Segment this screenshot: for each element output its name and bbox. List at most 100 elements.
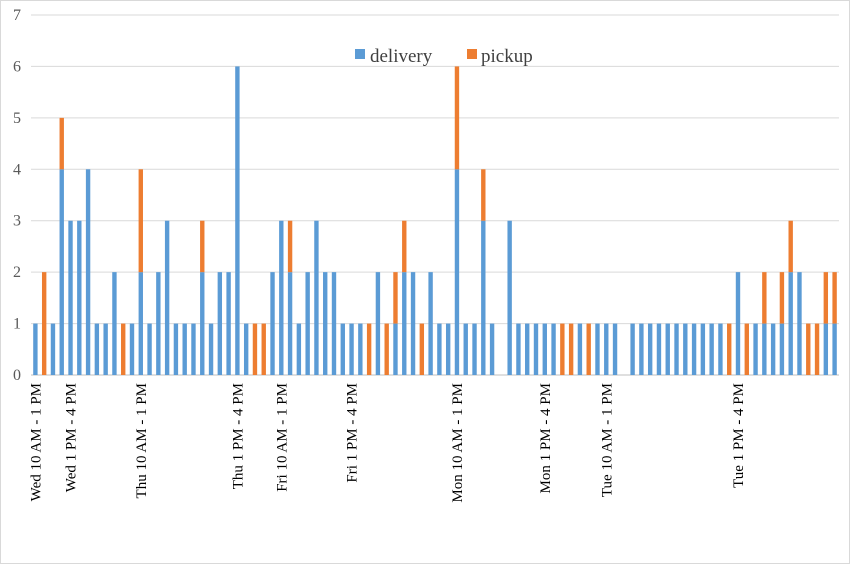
bar-delivery-66	[612, 323, 618, 375]
y-tick-label: 1	[13, 316, 21, 333]
x-tick-label: Tue 10 AM - 1 PM	[599, 383, 615, 497]
bar-pickup-83	[762, 272, 767, 324]
bar-delivery-2	[50, 323, 56, 375]
gridlines	[31, 14, 839, 376]
x-tick-label: Mon 10 AM - 1 PM	[450, 383, 466, 503]
bar-delivery-51	[481, 220, 486, 375]
bar-delivery-83	[762, 323, 767, 375]
bar-delivery-18	[191, 323, 196, 375]
bar-pickup-38	[366, 323, 372, 375]
bar-delivery-33	[323, 272, 328, 375]
x-tick-label: Thu 10 AM - 1 PM	[134, 383, 150, 498]
bar-delivery-65	[604, 323, 609, 375]
legend-label-pickup: pickup	[481, 46, 533, 67]
bar-delivery-23	[235, 66, 240, 376]
bar-delivery-7	[94, 323, 100, 375]
bar-delivery-21	[217, 272, 223, 375]
x-tick-label: Mon 1 PM - 4 PM	[538, 383, 554, 493]
bar-delivery-80	[735, 272, 741, 375]
bar-delivery-50	[472, 323, 477, 375]
bar-delivery-85	[779, 323, 785, 375]
bar-pickup-25	[252, 323, 258, 375]
x-axis: Wed 10 AM - 1 PM Wed 1 PM - 4 PM Thu 10 AM…	[28, 383, 747, 503]
legend-swatch-delivery	[355, 49, 365, 59]
bar-delivery-6	[85, 169, 91, 375]
bar-pickup-79	[727, 323, 732, 375]
bar-pickup-1	[41, 272, 47, 375]
bar-delivery-12	[138, 272, 143, 375]
bar-delivery-59	[551, 323, 556, 375]
bar-delivery-90	[823, 323, 829, 375]
bar-delivery-14	[156, 272, 161, 375]
bar-pickup-48	[454, 66, 460, 170]
bar-delivery-91	[832, 323, 837, 375]
bar-delivery-16	[173, 323, 179, 375]
bar-delivery-70	[647, 323, 653, 375]
bar-delivery-73	[674, 323, 679, 375]
bar-delivery-71	[656, 323, 662, 375]
bar-delivery-82	[753, 323, 758, 375]
bar-delivery-49	[463, 323, 468, 375]
bar-pickup-88	[806, 323, 811, 375]
y-tick-label: 4	[13, 161, 21, 178]
y-axis: 0 1 2 3 4 5 6 7	[13, 7, 21, 384]
bar-delivery-9	[112, 272, 117, 375]
bar-pickup-60	[560, 323, 565, 375]
bar-delivery-20	[208, 323, 214, 375]
y-tick-label: 6	[13, 58, 21, 75]
y-tick-label: 0	[13, 367, 21, 384]
y-tick-label: 3	[13, 213, 21, 230]
x-tick-label: Wed 10 AM - 1 PM	[28, 383, 44, 501]
bar-delivery-48	[454, 169, 460, 375]
bar-delivery-57	[533, 323, 539, 375]
legend-swatch-pickup	[467, 49, 477, 59]
x-tick-label: Thu 1 PM - 4 PM	[230, 383, 246, 489]
x-tick-label: Fri 1 PM - 4 PM	[345, 383, 361, 483]
bar-pickup-29	[287, 220, 293, 273]
bar-delivery-72	[665, 323, 670, 375]
x-tick-label: Fri 10 AM - 1 PM	[274, 383, 290, 492]
bar-delivery-3	[59, 169, 64, 375]
bar-delivery-8	[103, 323, 108, 375]
bar-delivery-17	[182, 323, 187, 375]
bar-pickup-26	[261, 323, 266, 375]
bar-delivery-86	[788, 272, 793, 375]
x-tick-label: Wed 1 PM - 4 PM	[64, 383, 80, 492]
y-tick-label: 5	[13, 110, 21, 127]
bar-delivery-31	[305, 272, 310, 375]
bar-pickup-85	[779, 272, 785, 324]
x-tick-label: Tue 1 PM - 4 PM	[731, 383, 747, 488]
bar-delivery-4	[68, 220, 73, 375]
bar-pickup-44	[419, 323, 425, 375]
bar-pickup-10	[121, 323, 126, 375]
bar-pickup-42	[402, 220, 407, 273]
bar-delivery-87	[797, 272, 802, 375]
bar-delivery-29	[287, 272, 293, 375]
bar-pickup-91	[832, 272, 837, 324]
bar-delivery-11	[129, 323, 135, 375]
bar-pickup-51	[481, 169, 486, 221]
bar-pickup-86	[788, 220, 793, 273]
bar-delivery-27	[270, 272, 275, 375]
bar-delivery-52	[489, 323, 495, 375]
bar-delivery-76	[700, 323, 706, 375]
bar-delivery-35	[340, 323, 345, 375]
bar-pickup-89	[814, 323, 820, 375]
bar-delivery-41	[393, 323, 398, 375]
y-tick-label: 2	[13, 264, 21, 281]
bar-delivery-75	[691, 323, 697, 375]
bar-pickup-19	[200, 220, 205, 273]
bar-pickup-41	[393, 272, 398, 324]
bar-delivery-69	[639, 323, 644, 375]
bar-delivery-62	[577, 323, 583, 375]
bar-delivery-45	[428, 272, 433, 375]
bar-delivery-19	[200, 272, 205, 375]
bar-pickup-61	[568, 323, 574, 375]
bar-delivery-39	[375, 272, 381, 375]
bar-delivery-78	[718, 323, 723, 375]
bar-pickup-90	[823, 272, 829, 324]
bar-delivery-84	[770, 323, 776, 375]
bar-delivery-13	[147, 323, 152, 375]
